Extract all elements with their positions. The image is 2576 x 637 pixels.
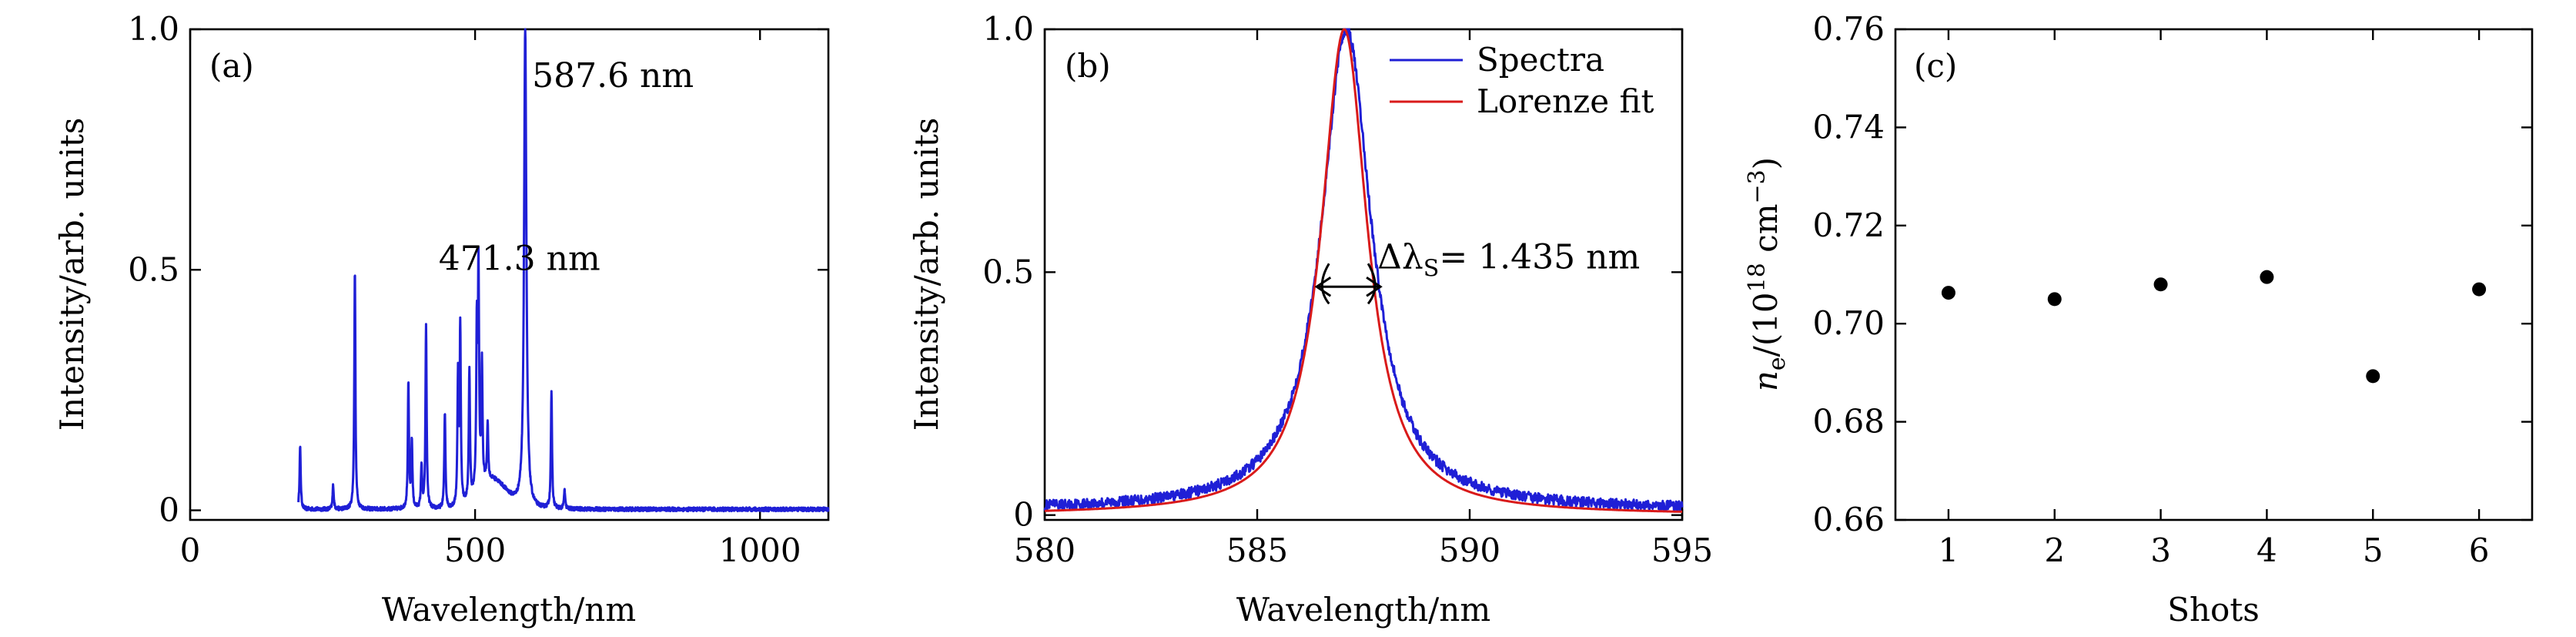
panel-c-ytick-label-5: 0.76 <box>1812 10 1885 48</box>
panel-b-legend: Spectra Lorenze fit <box>1390 41 1654 120</box>
shot-point-1 <box>1941 286 1955 300</box>
panel-a-ticks: 0 500 1000 0 0.5 1.0 <box>128 10 828 569</box>
panel-c-xtick-label-2: 3 <box>2150 531 2171 569</box>
shot-point-5 <box>2366 369 2380 384</box>
shot-point-6 <box>2472 282 2487 297</box>
panel-b-ticks: 580 585 590 595 0 0.5 1.0 <box>982 10 1713 569</box>
panel-a-ytick-label-1: 0.5 <box>128 250 179 288</box>
panel-c-ytick-label-4: 0.74 <box>1812 108 1885 146</box>
fwhm-arrow-head-left <box>1314 277 1332 297</box>
panel-b-xtick-label-0: 580 <box>1014 531 1076 569</box>
panel-a-xtick-label-2: 1000 <box>719 531 801 569</box>
panel-c-xtick-label-3: 4 <box>2257 531 2277 569</box>
panel-a-xtick-label-0: 0 <box>180 531 201 569</box>
panel-c-ticks: 1 2 3 4 5 6 0.66 0.68 0.70 0.72 0.74 0.76 <box>1812 10 2532 569</box>
panel-b-ytick-label-2: 1.0 <box>982 10 1034 48</box>
panel-b-xtick-label-2: 590 <box>1439 531 1500 569</box>
panel-a-label: (a) <box>209 47 254 85</box>
legend-label-spectra: Spectra <box>1477 41 1604 79</box>
shot-point-4 <box>2260 270 2274 284</box>
panel-a-xtick-label-1: 500 <box>444 531 506 569</box>
panel-c-label: (c) <box>1914 47 1957 85</box>
panel-b-label: (b) <box>1065 47 1111 85</box>
shot-point-3 <box>2153 277 2168 292</box>
panel-b-xtick-label-1: 585 <box>1226 531 1288 569</box>
panel-a-ylabel: Intensity/arb. units <box>53 118 91 431</box>
panel-a-annotation-587: 587.6 nm <box>532 56 694 96</box>
panel-b-fwhm-annotation: ΔλS= 1.435 nm <box>1377 237 1640 282</box>
fwhm-bracket-right <box>1367 263 1377 305</box>
panel-c-ylabel: ne/(1018 cm−3) <box>1744 157 1791 391</box>
panel-c: (c) 1 2 3 4 5 6 0.66 0.68 0.70 0.72 0.74 0.76 Shots… <box>1744 10 2534 629</box>
panel-a-ytick-label-2: 1.0 <box>128 10 179 48</box>
panel-c-ytick-label-0: 0.66 <box>1812 501 1885 538</box>
shot-point-2 <box>2047 292 2062 307</box>
panel-b-xtick-label-3: 595 <box>1651 531 1713 569</box>
fwhm-arrow-head-right <box>1366 277 1383 297</box>
panel-c-axes-frame <box>1894 28 2534 521</box>
fwhm-bracket-left <box>1320 263 1330 305</box>
panel-c-xlabel: Shots <box>2167 591 2260 629</box>
panel-b-spectra-line <box>1043 28 1684 513</box>
panel-c-points <box>1941 270 2487 384</box>
panel-b-ylabel: Intensity/arb. units <box>908 118 945 431</box>
legend-label-lorenze-fit: Lorenze fit <box>1477 82 1654 120</box>
panel-a-spectrum-line <box>297 28 830 513</box>
panel-b: (b) 580 585 590 595 0 0.5 1.0 Spectra Lorenze … <box>908 10 1713 629</box>
panel-c-ytick-label-2: 0.70 <box>1812 304 1885 342</box>
panel-c-xtick-label-1: 2 <box>2044 531 2065 569</box>
panel-b-xlabel: Wavelength/nm <box>1236 591 1490 629</box>
panel-b-ytick-label-1: 0.5 <box>982 253 1034 290</box>
panel-a-annotation-471: 471.3 nm <box>439 239 601 278</box>
panel-c-ytick-label-1: 0.68 <box>1812 403 1885 441</box>
panel-c-xtick-label-5: 6 <box>2469 531 2490 569</box>
panel-c-xtick-label-4: 5 <box>2363 531 2384 569</box>
panel-a-ytick-label-0: 0 <box>159 491 179 529</box>
panel-b-axes-frame <box>1043 28 1684 521</box>
panel-a: (a) 0 500 1000 0 0.5 1.0 587.6 nm 471.3 nm Wa… <box>53 10 830 629</box>
panel-c-ytick-label-3: 0.72 <box>1812 206 1885 244</box>
panel-b-fwhm-arrow <box>1314 263 1383 305</box>
panel-b-ytick-label-0: 0 <box>1013 496 1034 534</box>
panel-a-axes-frame <box>189 28 830 521</box>
panel-c-xtick-label-0: 1 <box>1939 531 1959 569</box>
panel-b-lorenze-fit-line <box>1045 28 1682 513</box>
panel-a-xlabel: Wavelength/nm <box>382 591 636 629</box>
